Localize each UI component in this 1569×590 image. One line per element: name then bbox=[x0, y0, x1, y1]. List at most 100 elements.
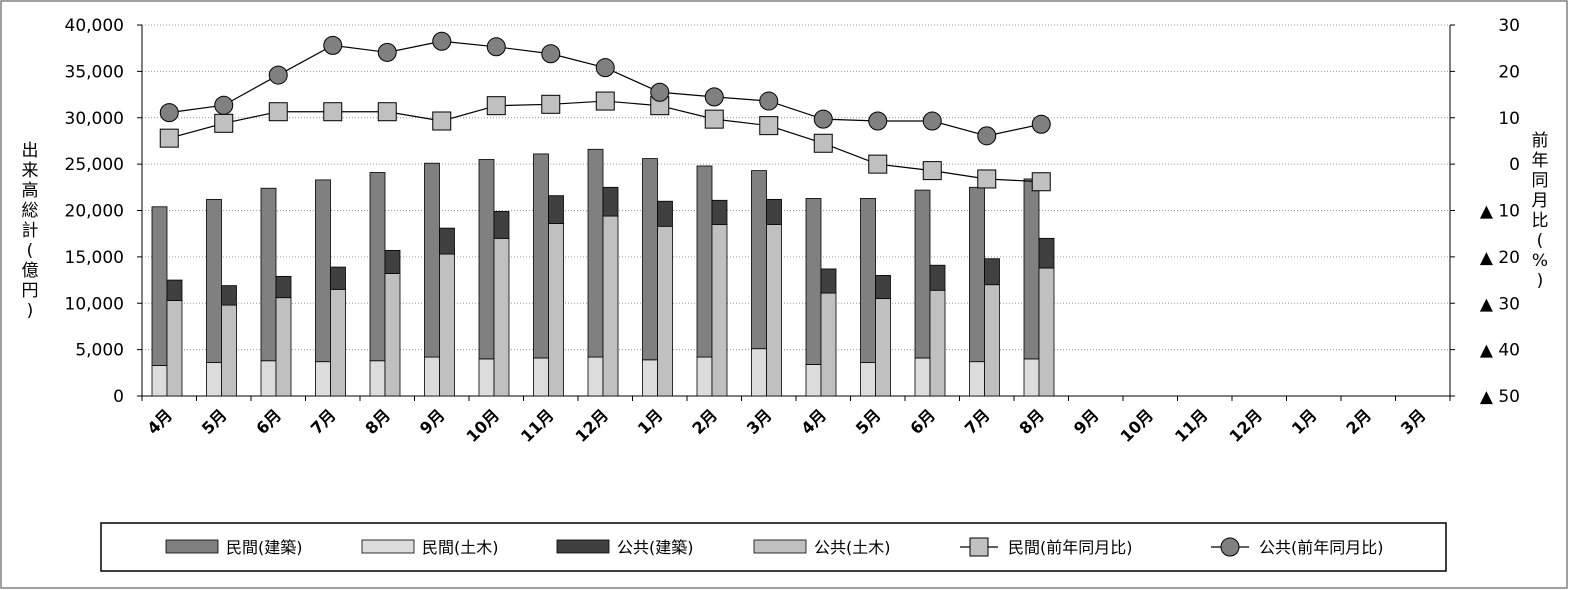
square-marker bbox=[377, 102, 397, 122]
y2-tick-label: ▲ 20 bbox=[1480, 248, 1520, 268]
y2-axis-label-char: 比 bbox=[1532, 211, 1549, 231]
bar-segment bbox=[206, 362, 222, 397]
y2-tick-label: 10 bbox=[1498, 109, 1520, 129]
bar-segment bbox=[384, 273, 401, 397]
bar-segment bbox=[260, 360, 277, 397]
square-marker bbox=[922, 161, 942, 181]
legend-square-marker bbox=[969, 537, 989, 557]
bar-segment bbox=[221, 285, 237, 306]
bar-segment bbox=[424, 162, 440, 358]
bar-segment bbox=[751, 170, 767, 350]
square-marker bbox=[1031, 172, 1051, 192]
square-marker bbox=[541, 94, 561, 114]
bar-segment bbox=[766, 198, 782, 225]
square-marker bbox=[759, 116, 779, 136]
circle-marker bbox=[922, 111, 942, 131]
y-tick-label: 15,000 bbox=[65, 248, 124, 268]
square-marker bbox=[159, 128, 179, 148]
legend-swatch bbox=[556, 539, 610, 554]
bar-segment bbox=[875, 275, 891, 300]
y2-axis-label-char: ( bbox=[1537, 231, 1544, 251]
y-tick-label: 25,000 bbox=[65, 155, 124, 175]
bar-segment bbox=[151, 206, 168, 366]
legend-circle-marker bbox=[1220, 537, 1240, 557]
bar-segment bbox=[820, 292, 837, 397]
y-axis-label-char: 計 bbox=[22, 221, 39, 241]
bar-segment bbox=[330, 266, 346, 290]
bar-segment bbox=[151, 364, 168, 397]
circle-marker bbox=[868, 111, 888, 131]
bar-segment bbox=[424, 356, 440, 397]
square-marker bbox=[432, 111, 452, 131]
bar-segment bbox=[657, 200, 673, 227]
bar-segment bbox=[1038, 267, 1055, 397]
bar-segment bbox=[384, 249, 401, 274]
y2-tick-label: 0 bbox=[1509, 155, 1520, 175]
circle-marker bbox=[541, 44, 561, 64]
bar-segment bbox=[711, 224, 728, 397]
bar-segment bbox=[260, 187, 277, 362]
bar-segment bbox=[984, 284, 1000, 397]
y-tick-label: 30,000 bbox=[65, 109, 124, 129]
bar-segment bbox=[315, 361, 331, 397]
bar-segment bbox=[875, 298, 891, 397]
bar-segment bbox=[657, 225, 673, 397]
circle-marker bbox=[759, 91, 779, 111]
circle-marker bbox=[704, 87, 724, 107]
bar-segment bbox=[820, 268, 837, 294]
bar-segment bbox=[751, 348, 767, 397]
legend-swatch bbox=[361, 539, 415, 554]
y-axis-label-char: 円 bbox=[22, 281, 39, 301]
y2-tick-label: ▲ 40 bbox=[1480, 341, 1520, 361]
bar-segment bbox=[221, 304, 237, 397]
y2-axis-label-char: 同 bbox=[1532, 171, 1549, 191]
circle-marker bbox=[377, 42, 397, 62]
square-marker bbox=[214, 113, 234, 133]
y2-axis-label: 前年同月比(%) bbox=[1532, 131, 1549, 291]
bar-segment bbox=[330, 288, 346, 397]
y-tick-label: 10,000 bbox=[65, 294, 124, 314]
y2-tick-label: 20 bbox=[1498, 62, 1520, 82]
y2-tick-labels: 30 20 10 0 ▲ 10 ▲ 20 ▲ 30 ▲ 40 ▲ 50 bbox=[1480, 16, 1520, 407]
bars bbox=[151, 148, 1055, 397]
square-marker bbox=[868, 154, 888, 174]
y-axis-label-char: 総 bbox=[22, 201, 39, 221]
y-tick-label: 20,000 bbox=[65, 202, 124, 222]
bar-segment bbox=[369, 172, 386, 362]
legend-label: 公共(土木) bbox=[814, 538, 891, 557]
bar-segment bbox=[439, 253, 455, 397]
y-axis-label-char: 出 bbox=[22, 141, 39, 161]
bar-segment bbox=[642, 359, 658, 397]
bar-segment bbox=[642, 158, 658, 361]
y2-tick-label: ▲ 10 bbox=[1480, 202, 1520, 222]
circle-marker bbox=[268, 65, 288, 85]
bar-segment bbox=[696, 356, 713, 397]
y-axis-label-char: 億 bbox=[22, 261, 39, 281]
bar-segment bbox=[696, 165, 713, 358]
circle-marker bbox=[1031, 114, 1051, 134]
y2-tick-label: ▲ 50 bbox=[1480, 387, 1520, 407]
square-marker bbox=[268, 102, 288, 122]
y2-axis-label-char: 年 bbox=[1532, 151, 1549, 171]
axes bbox=[137, 24, 1455, 401]
y2-axis-label-char: ) bbox=[1537, 271, 1544, 291]
y-axis-label-char: ( bbox=[27, 241, 34, 261]
square-marker bbox=[813, 133, 833, 153]
circle-marker bbox=[214, 95, 234, 115]
square-marker bbox=[323, 102, 343, 122]
bar-segment bbox=[493, 237, 510, 397]
legend-label: 民間(建築) bbox=[226, 538, 303, 557]
circle-marker bbox=[595, 58, 615, 78]
bar-segment bbox=[166, 279, 183, 301]
bar-segment bbox=[548, 223, 564, 397]
y2-axis-label-char: 前 bbox=[1532, 131, 1549, 151]
y-tick-labels: 0 5,000 10,000 15,000 20,000 25,000 30,000 35,0… bbox=[65, 16, 124, 407]
bar-segment bbox=[166, 300, 183, 397]
bar-segment bbox=[587, 148, 604, 358]
square-marker bbox=[486, 96, 506, 116]
bar-segment bbox=[860, 198, 876, 364]
y-axis-label-char: 高 bbox=[22, 181, 39, 201]
bar-segment bbox=[602, 186, 619, 217]
bar-segment bbox=[929, 289, 946, 397]
